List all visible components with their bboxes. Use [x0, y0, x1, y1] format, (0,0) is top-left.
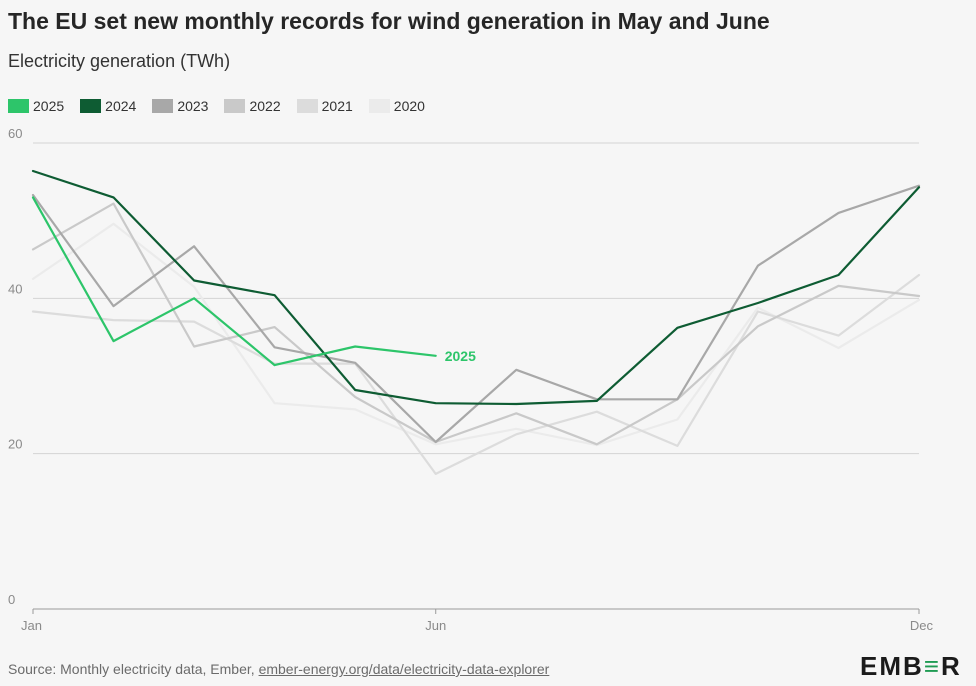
- series-line-2024: [31, 169, 921, 406]
- series-line-2025: [31, 196, 437, 367]
- y-tick-label-20: 20: [8, 437, 22, 452]
- y-tick-label-0: 0: [8, 592, 15, 607]
- legend-item-2021: 2021: [296, 98, 353, 114]
- series-line-2020: [31, 222, 921, 447]
- annotation-label-2025: 2025: [445, 348, 476, 364]
- y-tick-label-40: 40: [8, 281, 22, 296]
- legend-label-2021: 2021: [321, 98, 353, 114]
- legend-label-2022: 2022: [249, 98, 281, 114]
- ember-logo: EMB≡R: [860, 651, 962, 682]
- data-labels: 2025: [445, 348, 476, 364]
- series-line-2021: [31, 273, 921, 475]
- legend-label-2020: 2020: [393, 98, 425, 114]
- legend-swatch-2025: [8, 99, 29, 113]
- legend-item-2024: 2024: [80, 98, 136, 114]
- grid-lines: 0 20 40 60: [8, 126, 919, 610]
- legend-label-2025: 2025: [33, 98, 65, 114]
- series-line-2022: [31, 202, 921, 446]
- source-text: Source: Monthly electricity data, Ember,: [8, 661, 259, 677]
- legend-swatch-2020: [368, 99, 390, 113]
- legend-item-2022: 2022: [224, 98, 281, 114]
- chart-legend: 2025 2024 2023 2022 2021 2020: [8, 96, 441, 116]
- source-link[interactable]: ember-energy.org/data/electricity-data-e…: [258, 661, 550, 677]
- axes: Jan Jun Dec: [21, 609, 933, 633]
- logo-text-left: EMB: [860, 651, 924, 681]
- legend-label-2023: 2023: [177, 98, 209, 114]
- legend-swatch-2022: [224, 99, 246, 113]
- legend-item-2025: 2025: [8, 98, 64, 114]
- chart-subtitle: Electricity generation (TWh): [8, 51, 231, 71]
- logo-mark-icon: ≡: [923, 651, 941, 681]
- legend-item-2020: 2020: [368, 98, 425, 114]
- x-tick-label-Dec: Dec: [910, 618, 934, 633]
- x-tick-label-Jan: Jan: [21, 618, 42, 633]
- legend-swatch-2023: [152, 99, 174, 113]
- chart-title: The EU set new monthly records for wind …: [8, 8, 770, 34]
- y-tick-label-60: 60: [8, 126, 22, 141]
- x-tick-label-Jun: Jun: [425, 618, 446, 633]
- legend-item-2023: 2023: [152, 98, 208, 114]
- legend-label-2024: 2024: [105, 98, 137, 114]
- source-note: Source: Monthly electricity data, Ember,…: [8, 661, 549, 677]
- logo-text-right: R: [940, 651, 962, 681]
- legend-swatch-2021: [296, 99, 318, 113]
- series-lines: [31, 169, 921, 475]
- series-line-2023: [31, 184, 921, 444]
- legend-swatch-2024: [80, 99, 102, 113]
